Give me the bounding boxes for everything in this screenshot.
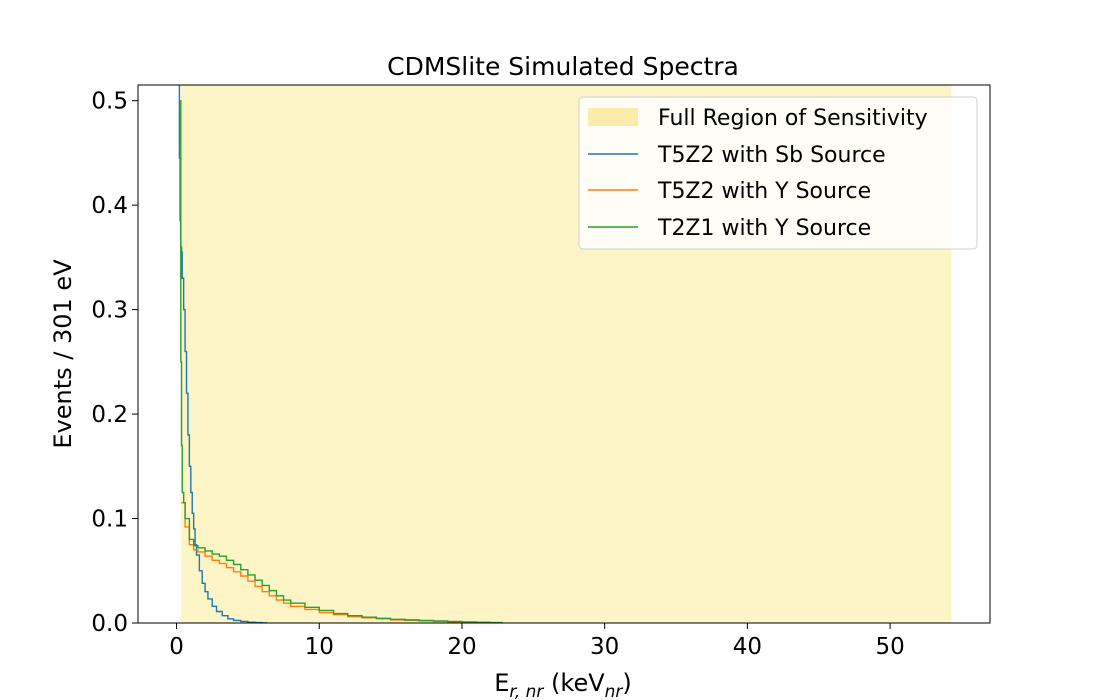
- y-axis-title: Events / 301 eV: [49, 259, 77, 449]
- x-tick-label: 50: [875, 634, 904, 660]
- x-axis-title-sub: r, nr: [509, 682, 544, 700]
- x-tick-label: 40: [733, 634, 762, 660]
- chart-title: CDMSlite Simulated Spectra: [387, 52, 739, 81]
- y-tick-label: 0.3: [91, 298, 128, 324]
- x-axis-title-unit-close: ): [622, 669, 631, 697]
- legend-label-region: Full Region of Sensitivity: [658, 106, 928, 131]
- y-tick-label: 0.4: [91, 193, 128, 219]
- plot-frame: [137, 84, 991, 624]
- legend-label-series-1: T5Z2 with Sb Source: [657, 143, 886, 168]
- x-axis-title-unit-open: (keV: [543, 669, 605, 697]
- axes: 0 10 20 30 40 50 0.0 0.1 0.2 0.3 0.4 0.5: [91, 84, 991, 660]
- x-axis-title-main: E: [494, 669, 509, 697]
- series-line-1: [178, 85, 268, 623]
- x-tick-label: 0: [169, 634, 184, 660]
- x-tick-label: 30: [590, 634, 619, 660]
- legend-box: [578, 96, 978, 250]
- x-tick-label: 20: [447, 634, 476, 660]
- y-tick-label: 0.2: [91, 402, 128, 428]
- legend-label-series-3: T2Z1 with Y Source: [657, 216, 871, 241]
- x-axis-title-unit-sub: nr: [605, 682, 624, 700]
- x-tick-label: 10: [305, 634, 334, 660]
- y-tick-label: 0.5: [91, 89, 128, 115]
- legend-label-series-2: T5Z2 with Y Source: [657, 179, 871, 204]
- legend-swatch-region: [588, 108, 638, 126]
- y-tick-label: 0.0: [91, 611, 128, 637]
- series-line-3: [180, 99, 503, 623]
- x-axis-title: Er, nr (keVnr): [494, 669, 632, 700]
- legend: Full Region of Sensitivity T5Z2 with Sb S…: [578, 96, 978, 250]
- y-tick-label: 0.1: [91, 507, 128, 533]
